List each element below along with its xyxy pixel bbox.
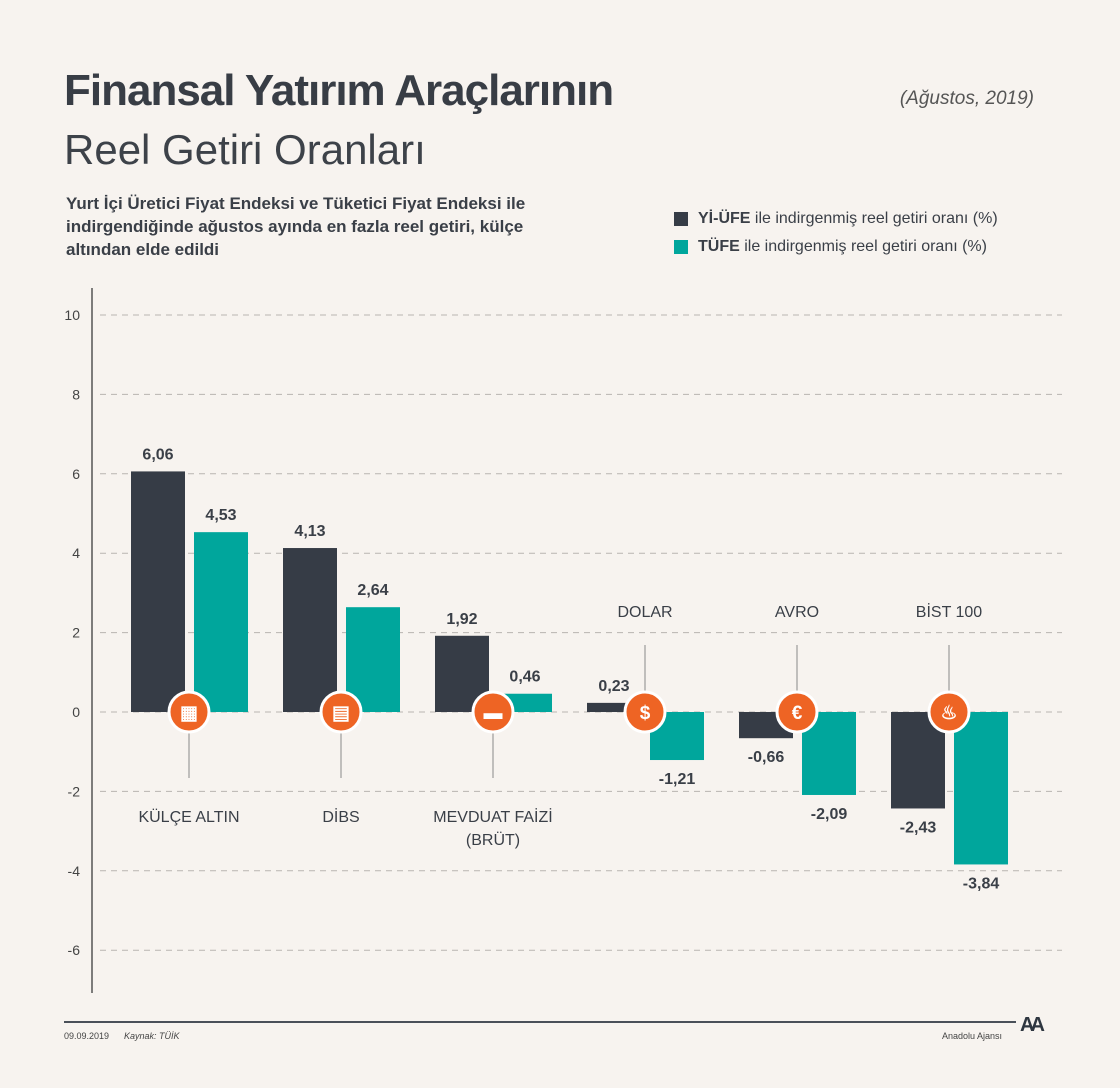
bar-yiufe bbox=[587, 702, 641, 712]
legend: Yİ-ÜFE ile indirgenmiş reel getiri oranı… bbox=[674, 210, 998, 266]
data-label: 1,92 bbox=[446, 611, 477, 628]
document-icon bbox=[319, 690, 363, 734]
legend-bold: Yİ-ÜFE bbox=[698, 210, 751, 227]
bar-tufe bbox=[194, 532, 248, 712]
category-label: BİST 100 bbox=[916, 602, 983, 621]
data-label: 0,46 bbox=[509, 669, 540, 686]
legend-swatch bbox=[674, 212, 688, 226]
data-label: 2,64 bbox=[357, 582, 388, 599]
document-icon-glyph: ▤ bbox=[332, 703, 350, 724]
y-tick-label: 4 bbox=[72, 545, 80, 561]
footer-agency: Anadolu Ajansı bbox=[942, 1031, 1003, 1041]
stock-market-icon bbox=[927, 690, 971, 734]
y-tick-label: 8 bbox=[72, 386, 80, 402]
bar-yiufe bbox=[131, 471, 185, 712]
bar-yiufe bbox=[283, 548, 337, 712]
y-tick-label: -4 bbox=[68, 863, 81, 879]
legend-text: ile indirgenmiş reel getiri oranı (%) bbox=[750, 210, 998, 227]
legend-text: ile indirgenmiş reel getiri oranı (%) bbox=[739, 238, 987, 255]
title-line2: Reel Getiri Oranları bbox=[64, 126, 426, 173]
banknotes-icon-glyph: ▬ bbox=[484, 703, 503, 724]
y-tick-label: 2 bbox=[72, 625, 80, 641]
date-label: (Ağustos, 2019) bbox=[899, 88, 1034, 109]
category-label: DİBS bbox=[322, 807, 359, 826]
y-tick-label: -6 bbox=[68, 942, 81, 958]
title-line1: Finansal Yatırım Araçlarının bbox=[64, 66, 614, 115]
y-tick-label: 6 bbox=[72, 466, 80, 482]
bar-tufe bbox=[954, 712, 1008, 865]
banknotes-icon bbox=[471, 690, 515, 734]
y-tick-label: 10 bbox=[64, 307, 80, 323]
data-label: 4,53 bbox=[205, 507, 236, 524]
category-label: KÜLÇE ALTIN bbox=[138, 808, 239, 826]
category-label: DOLAR bbox=[617, 604, 672, 621]
category-label: (BRÜT) bbox=[466, 831, 520, 849]
legend-item-yiufe: Yİ-ÜFE ile indirgenmiş reel getiri oranı… bbox=[674, 210, 998, 228]
subtitle: Yurt İçi Üretici Fiyat Endeksi ve Tüketi… bbox=[66, 194, 526, 259]
data-label: -2,09 bbox=[811, 806, 848, 823]
stock-market-icon-glyph: ♨ bbox=[940, 703, 957, 724]
category-label: MEVDUAT FAİZİ bbox=[433, 807, 552, 826]
bar-tufe bbox=[346, 607, 400, 712]
dollar-icon bbox=[623, 690, 667, 734]
legend-bold: TÜFE bbox=[698, 238, 740, 255]
data-label: 6,06 bbox=[142, 446, 173, 463]
euro-icon bbox=[775, 690, 819, 734]
y-tick-label: -2 bbox=[68, 783, 81, 799]
data-label: -1,21 bbox=[659, 771, 696, 788]
y-tick-label: 0 bbox=[72, 704, 80, 720]
gold-bars-icon bbox=[167, 690, 211, 734]
data-label: 4,13 bbox=[294, 523, 325, 540]
data-label: -2,43 bbox=[900, 819, 937, 836]
data-label: -3,84 bbox=[963, 875, 1000, 892]
footer-date: 09.09.2019 bbox=[64, 1031, 110, 1041]
euro-icon-glyph: € bbox=[792, 703, 803, 724]
data-label: 0,23 bbox=[598, 678, 629, 695]
legend-item-tufe: TÜFE ile indirgenmiş reel getiri oranı (… bbox=[674, 238, 998, 256]
legend-swatch bbox=[674, 240, 688, 254]
footer-divider bbox=[64, 1021, 1016, 1023]
footer-source: Kaynak: TÜİK bbox=[124, 1031, 180, 1041]
aa-logo: AA bbox=[1020, 1014, 1045, 1036]
gold-bars-icon-glyph: ▦ bbox=[180, 703, 198, 724]
category-label: AVRO bbox=[775, 604, 819, 621]
dollar-icon-glyph: $ bbox=[640, 703, 651, 724]
data-label: -0,66 bbox=[748, 749, 785, 766]
